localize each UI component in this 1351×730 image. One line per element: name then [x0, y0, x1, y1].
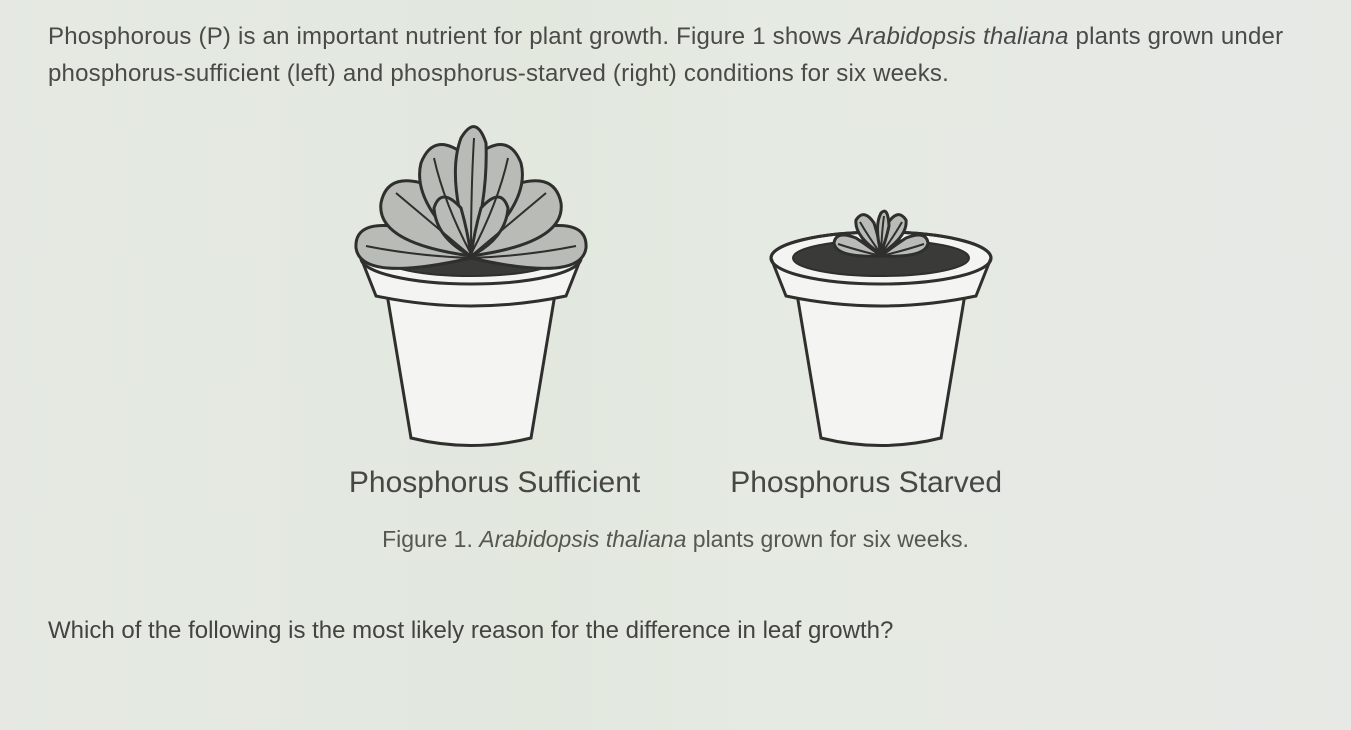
- label-sufficient: Phosphorus Sufficient: [349, 466, 640, 500]
- caption-species: Arabidopsis thaliana: [479, 526, 686, 552]
- pots-row: [326, 108, 1026, 448]
- labels-row: Phosphorus Sufficient Phosphorus Starved: [349, 466, 1002, 500]
- intro-paragraph: Phosphorous (P) is an important nutrient…: [48, 18, 1303, 92]
- plant-starved-icon: [736, 108, 1026, 448]
- figure-caption: Figure 1. Arabidopsis thaliana plants gr…: [382, 526, 969, 553]
- pot-starved: [736, 108, 1026, 448]
- caption-prefix: Figure 1.: [382, 526, 479, 552]
- intro-text-1: Phosphorous (P) is an important nutrient…: [48, 23, 849, 50]
- intro-species: Arabidopsis thaliana: [849, 23, 1069, 50]
- pot-sufficient: [326, 108, 616, 448]
- label-starved: Phosphorus Starved: [730, 466, 1002, 500]
- question-text: Which of the following is the most likel…: [48, 617, 1303, 645]
- plant-sufficient-icon: [326, 108, 616, 448]
- figure-area: Phosphorus Sufficient Phosphorus Starved…: [48, 104, 1303, 553]
- caption-suffix: plants grown for six weeks.: [686, 526, 969, 552]
